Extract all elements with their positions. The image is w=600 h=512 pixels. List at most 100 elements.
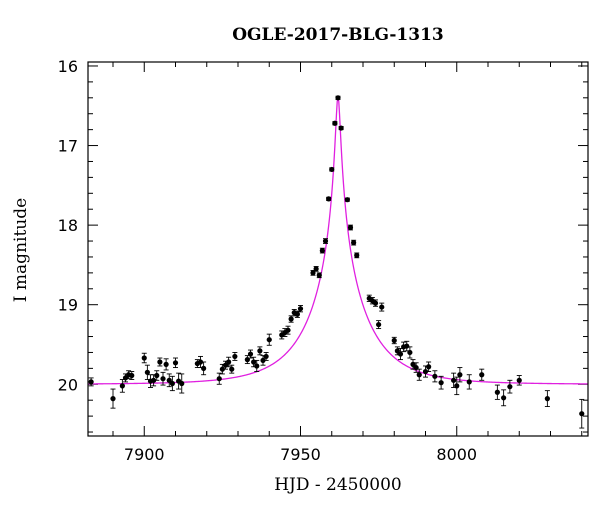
point-marker [432, 373, 438, 379]
point-marker [451, 377, 457, 383]
data-point [144, 364, 150, 380]
point-marker [379, 304, 385, 310]
x-tick-label: 8000 [436, 445, 477, 464]
data-point [169, 375, 175, 392]
data-point [160, 371, 166, 386]
point-marker [457, 372, 463, 378]
point-marker [338, 125, 344, 131]
data-point [338, 125, 344, 131]
data-point [176, 372, 182, 390]
point-marker [397, 351, 404, 357]
data-point [154, 370, 160, 381]
point-marker [110, 396, 116, 402]
point-marker [426, 364, 432, 370]
point-marker [372, 300, 379, 306]
data-point [438, 375, 444, 390]
point-marker [144, 369, 150, 375]
point-marker [232, 353, 238, 360]
data-points [88, 95, 585, 429]
data-point [313, 266, 319, 272]
data-point [110, 388, 116, 409]
chart-title: OGLE-2017-BLG-1313 [232, 25, 444, 45]
data-point [232, 351, 238, 361]
data-point [454, 376, 460, 396]
y-tick-label: 20 [58, 375, 78, 394]
point-marker [219, 366, 225, 372]
data-point [288, 315, 294, 323]
point-marker [438, 380, 444, 386]
point-marker [172, 360, 179, 366]
data-point [379, 302, 385, 312]
point-marker [257, 348, 263, 354]
data-point [263, 351, 269, 361]
data-point [376, 320, 382, 330]
data-point [257, 346, 263, 356]
data-point [166, 373, 172, 388]
data-point [501, 389, 507, 407]
point-marker [285, 327, 291, 333]
data-point [297, 305, 304, 313]
data-point [404, 340, 410, 352]
data-point [285, 325, 291, 335]
point-marker [166, 377, 172, 383]
point-marker [316, 272, 322, 278]
data-point [247, 349, 254, 359]
data-point [354, 252, 360, 259]
point-marker [141, 355, 147, 361]
data-point [426, 361, 432, 372]
point-marker [297, 306, 304, 312]
point-marker [313, 266, 319, 272]
data-point [457, 367, 463, 383]
data-point [466, 374, 472, 390]
data-point [179, 373, 185, 394]
point-marker [119, 383, 125, 389]
point-marker [151, 377, 157, 383]
model-curve [87, 96, 589, 385]
y-tick-label: 19 [58, 296, 78, 315]
point-marker [516, 377, 522, 383]
data-point [344, 197, 350, 203]
data-point [544, 390, 550, 408]
data-point [432, 370, 438, 383]
data-point [266, 333, 272, 346]
point-marker [169, 380, 175, 387]
point-marker [344, 197, 350, 203]
point-marker [216, 376, 222, 382]
point-marker [179, 380, 185, 387]
point-marker [129, 372, 135, 379]
data-point [119, 379, 125, 393]
point-marker [544, 396, 550, 402]
point-marker [226, 359, 232, 365]
point-marker [507, 384, 513, 390]
data-point [319, 247, 325, 254]
point-marker [201, 365, 207, 371]
data-point [416, 368, 422, 381]
data-point [201, 361, 207, 376]
data-point [329, 166, 335, 173]
data-point [579, 398, 585, 429]
data-point [494, 384, 500, 400]
point-marker [329, 166, 335, 173]
point-marker [454, 383, 460, 389]
point-marker [122, 375, 129, 381]
point-marker [88, 379, 94, 385]
point-marker [394, 348, 400, 354]
y-tick-label: 17 [58, 137, 78, 156]
y-tick-label: 16 [58, 57, 78, 76]
point-marker [354, 252, 360, 258]
point-marker [260, 357, 266, 364]
data-point [129, 371, 135, 380]
data-point [172, 357, 179, 369]
data-point [479, 368, 485, 381]
data-point [244, 355, 250, 365]
point-marker [501, 395, 507, 401]
point-marker [466, 379, 472, 385]
data-point [372, 299, 379, 307]
data-point [397, 348, 404, 361]
point-marker [479, 372, 485, 378]
point-marker [322, 238, 329, 244]
point-marker [579, 411, 585, 417]
point-marker [422, 368, 429, 375]
data-point [163, 358, 169, 371]
point-marker [263, 353, 269, 360]
